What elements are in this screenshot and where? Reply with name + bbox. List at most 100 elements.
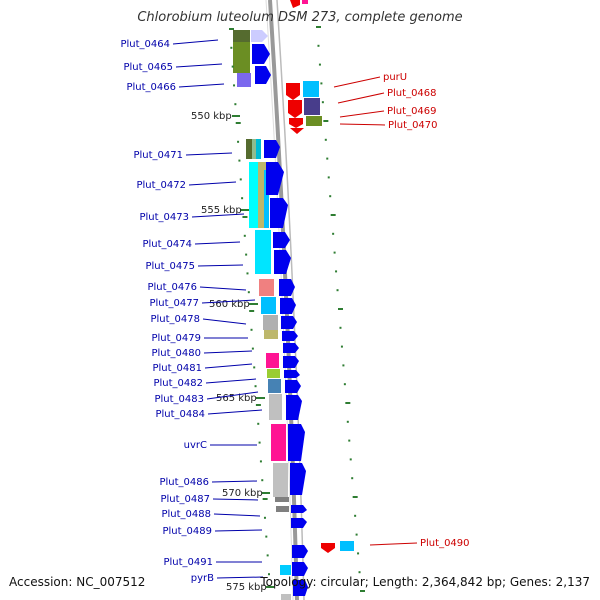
tick-mark (332, 232, 335, 235)
gene-block-0491 (280, 565, 291, 575)
tick-mark (235, 122, 241, 124)
tick-mark (343, 383, 346, 386)
gene-label[interactable]: Plut_0479 (151, 333, 201, 344)
gene-label[interactable]: Plut_0484 (155, 409, 205, 420)
gene-label[interactable]: Plut_0477 (149, 298, 199, 309)
tick-mark (321, 101, 324, 104)
gene-label[interactable]: Plut_0483 (154, 394, 204, 405)
tick-mark (336, 289, 339, 292)
tick-mark (355, 533, 358, 536)
tick-mark (229, 28, 234, 30)
gene-label[interactable]: Plut_0470 (388, 120, 438, 131)
leader-line (185, 152, 233, 156)
genome-title: Chlorobium luteolum DSM 273, complete ge… (137, 10, 463, 25)
gene-arrow-top (290, 0, 300, 8)
gene-label[interactable]: Plut_0488 (161, 509, 211, 520)
tick-mark (323, 120, 329, 122)
tick-mark (250, 328, 253, 331)
leader-line (213, 513, 261, 517)
forward-gene-arrows (251, 30, 308, 596)
gene-label[interactable]: pyrB (191, 573, 214, 584)
tick-mark (239, 178, 242, 181)
leader-line (333, 76, 381, 88)
gene-label[interactable]: Plut_0468 (387, 88, 437, 99)
tick-mark (342, 364, 345, 367)
gene-label[interactable]: Plut_0475 (145, 261, 195, 272)
tick-mark (268, 573, 270, 576)
leader-line (211, 480, 258, 483)
leader-line (197, 264, 244, 267)
leader-line (178, 83, 225, 88)
leader-line (188, 181, 237, 186)
gene-label[interactable]: Plut_0482 (153, 378, 203, 389)
gene-label[interactable]: Plut_0469 (387, 106, 437, 117)
tick-mark (251, 347, 254, 350)
tick-mark (262, 498, 268, 500)
reverse-gene-arrows (286, 83, 335, 553)
leader-line (191, 213, 245, 218)
accession-text: Accession: NC_007512 (9, 575, 146, 589)
gene-label[interactable]: Plut_0474 (142, 239, 192, 250)
gene-label[interactable]: Plut_0472 (136, 180, 186, 191)
tick-mark (327, 176, 330, 179)
leader-line (339, 110, 385, 118)
gene-label[interactable]: Plut_0471 (133, 150, 183, 161)
gene-label[interactable]: Plut_0466 (126, 82, 176, 93)
tick-mark (238, 159, 241, 162)
leader-line (201, 299, 256, 304)
leader-line (216, 576, 264, 579)
leader-line (214, 529, 263, 532)
leader-line (203, 350, 253, 354)
tick-mark (333, 251, 336, 254)
tick-mark (259, 460, 262, 463)
gene-label[interactable]: Plut_0464 (120, 39, 170, 50)
leader-line (205, 378, 257, 384)
tick-mark (242, 216, 248, 218)
tick-mark (360, 590, 365, 592)
left-gene-labels: Plut_0464 Plut_0465 Plut_0466 Plut_0471 Plut… (120, 39, 264, 584)
gene-label[interactable]: Plut_0481 (152, 363, 202, 374)
right-feature-blocks (303, 81, 354, 551)
gene-label[interactable]: Plut_0486 (159, 477, 209, 488)
gene-label[interactable]: Plut_0465 (123, 62, 173, 73)
gene-block-bottom (281, 594, 291, 600)
kbp-label: 565 kbp (216, 393, 257, 404)
tick-mark (335, 270, 338, 273)
leader-line (207, 409, 263, 415)
gene-label[interactable]: Plut_0476 (147, 282, 197, 293)
kbp-ticks (232, 115, 274, 588)
left-feature-blocks (233, 30, 289, 512)
tick-mark (247, 291, 250, 294)
tick-mark (329, 195, 332, 198)
gene-label[interactable]: Plut_0473 (139, 212, 189, 223)
leader-line (194, 241, 241, 245)
tick-mark (261, 479, 264, 482)
gene-label[interactable]: uvrC (184, 440, 207, 451)
kbp-label: 560 kbp (209, 299, 250, 310)
tick-mark (233, 84, 236, 87)
kbp-label: 555 kbp (201, 205, 242, 216)
gene-label[interactable]: purU (383, 72, 407, 83)
kbp-label: 550 kbp (191, 111, 232, 122)
tick-mark (230, 46, 233, 49)
tick-mark (316, 26, 321, 28)
tick-mark (324, 138, 327, 141)
leader-line (204, 363, 253, 369)
tick-mark (348, 439, 351, 442)
genome-backbone-inner (276, 0, 305, 600)
gene-label[interactable]: Plut_0490 (420, 538, 470, 549)
gene-label[interactable]: Plut_0478 (150, 314, 200, 325)
tick-mark (339, 326, 342, 329)
gene-label[interactable]: Plut_0489 (162, 526, 212, 537)
gene-label[interactable]: Plut_0487 (160, 494, 210, 505)
leader-line (339, 123, 386, 126)
gene-label[interactable]: Plut_0480 (151, 348, 201, 359)
right-gene-labels: purU Plut_0468 Plut_0469 Plut_0470 Plut_0490 (333, 72, 470, 549)
tick-mark (349, 458, 352, 461)
tick-mark (257, 422, 260, 425)
gene-label[interactable]: Plut_0491 (163, 557, 213, 568)
tick-mark (258, 441, 261, 444)
tick-mark (320, 82, 323, 85)
leader-line (175, 63, 223, 68)
